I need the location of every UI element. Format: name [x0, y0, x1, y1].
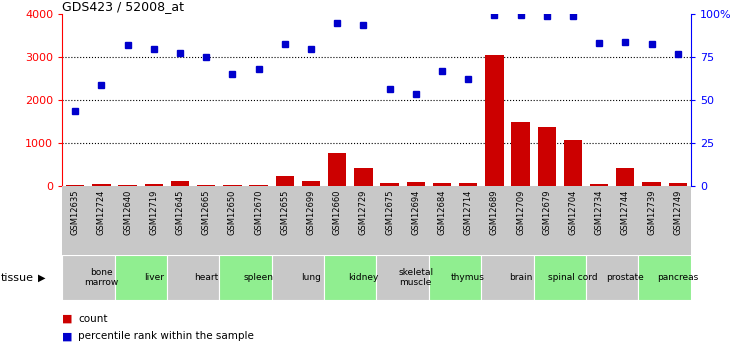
Bar: [590, 184, 608, 186]
Text: GSM12699: GSM12699: [306, 190, 316, 235]
Bar: [643, 182, 661, 186]
Text: GSM12739: GSM12739: [647, 190, 656, 235]
Bar: [429, 255, 481, 300]
Text: GSM12655: GSM12655: [280, 190, 289, 235]
Bar: [223, 185, 241, 186]
Bar: [459, 183, 477, 186]
Text: GSM12749: GSM12749: [673, 190, 682, 235]
Text: lung: lung: [301, 273, 321, 282]
Text: prostate: prostate: [607, 273, 644, 282]
Text: GDS423 / 52008_at: GDS423 / 52008_at: [62, 0, 184, 13]
Bar: [355, 168, 373, 186]
Bar: [669, 183, 687, 186]
Text: GSM12684: GSM12684: [437, 190, 447, 235]
Text: liver: liver: [144, 273, 164, 282]
Text: brain: brain: [509, 273, 532, 282]
Text: kidney: kidney: [348, 273, 379, 282]
Bar: [534, 255, 586, 300]
Bar: [171, 181, 189, 186]
Text: ■: ■: [62, 332, 72, 341]
Bar: [616, 168, 635, 186]
Bar: [564, 140, 582, 186]
Bar: [66, 185, 84, 186]
Bar: [167, 255, 219, 300]
Text: GSM12665: GSM12665: [202, 190, 211, 235]
Text: heart: heart: [194, 273, 219, 282]
Text: count: count: [78, 314, 107, 324]
Text: GSM12635: GSM12635: [71, 190, 80, 235]
Bar: [249, 185, 268, 186]
Text: GSM12724: GSM12724: [97, 190, 106, 235]
Text: GSM12645: GSM12645: [175, 190, 184, 235]
Bar: [276, 176, 294, 186]
Text: skeletal
muscle: skeletal muscle: [398, 268, 433, 287]
Text: GSM12660: GSM12660: [333, 190, 341, 235]
Bar: [272, 255, 324, 300]
Text: GSM12704: GSM12704: [569, 190, 577, 235]
Bar: [485, 55, 504, 186]
Text: GSM12650: GSM12650: [228, 190, 237, 235]
Bar: [586, 255, 638, 300]
Text: GSM12670: GSM12670: [254, 190, 263, 235]
Bar: [481, 255, 534, 300]
Bar: [115, 255, 167, 300]
Text: pancreas: pancreas: [657, 273, 698, 282]
Text: GSM12709: GSM12709: [516, 190, 525, 235]
Text: percentile rank within the sample: percentile rank within the sample: [78, 332, 254, 341]
Bar: [328, 152, 346, 186]
Text: tissue: tissue: [1, 273, 34, 283]
Bar: [537, 127, 556, 186]
Bar: [638, 255, 691, 300]
Bar: [512, 122, 530, 186]
Text: GSM12694: GSM12694: [412, 190, 420, 235]
Text: GSM12640: GSM12640: [123, 190, 132, 235]
Text: GSM12689: GSM12689: [490, 190, 499, 235]
Bar: [380, 183, 398, 186]
Bar: [324, 255, 376, 300]
Text: GSM12744: GSM12744: [621, 190, 630, 235]
Bar: [92, 184, 110, 186]
Text: GSM12679: GSM12679: [542, 190, 551, 235]
Text: ▶: ▶: [38, 273, 45, 283]
Text: bone
marrow: bone marrow: [84, 268, 118, 287]
Text: GSM12734: GSM12734: [594, 190, 604, 235]
Bar: [197, 185, 216, 186]
Bar: [376, 255, 429, 300]
Text: GSM12729: GSM12729: [359, 190, 368, 235]
Bar: [62, 255, 115, 300]
Bar: [302, 181, 320, 186]
Bar: [219, 255, 272, 300]
Text: thymus: thymus: [451, 273, 485, 282]
Text: GSM12719: GSM12719: [149, 190, 159, 235]
Bar: [433, 183, 451, 186]
Text: GSM12714: GSM12714: [463, 190, 473, 235]
Text: GSM12675: GSM12675: [385, 190, 394, 235]
Bar: [145, 184, 163, 186]
Text: spinal cord: spinal cord: [548, 273, 598, 282]
Bar: [406, 182, 425, 186]
Text: spleen: spleen: [243, 273, 273, 282]
Text: ■: ■: [62, 314, 72, 324]
Bar: [118, 185, 137, 186]
